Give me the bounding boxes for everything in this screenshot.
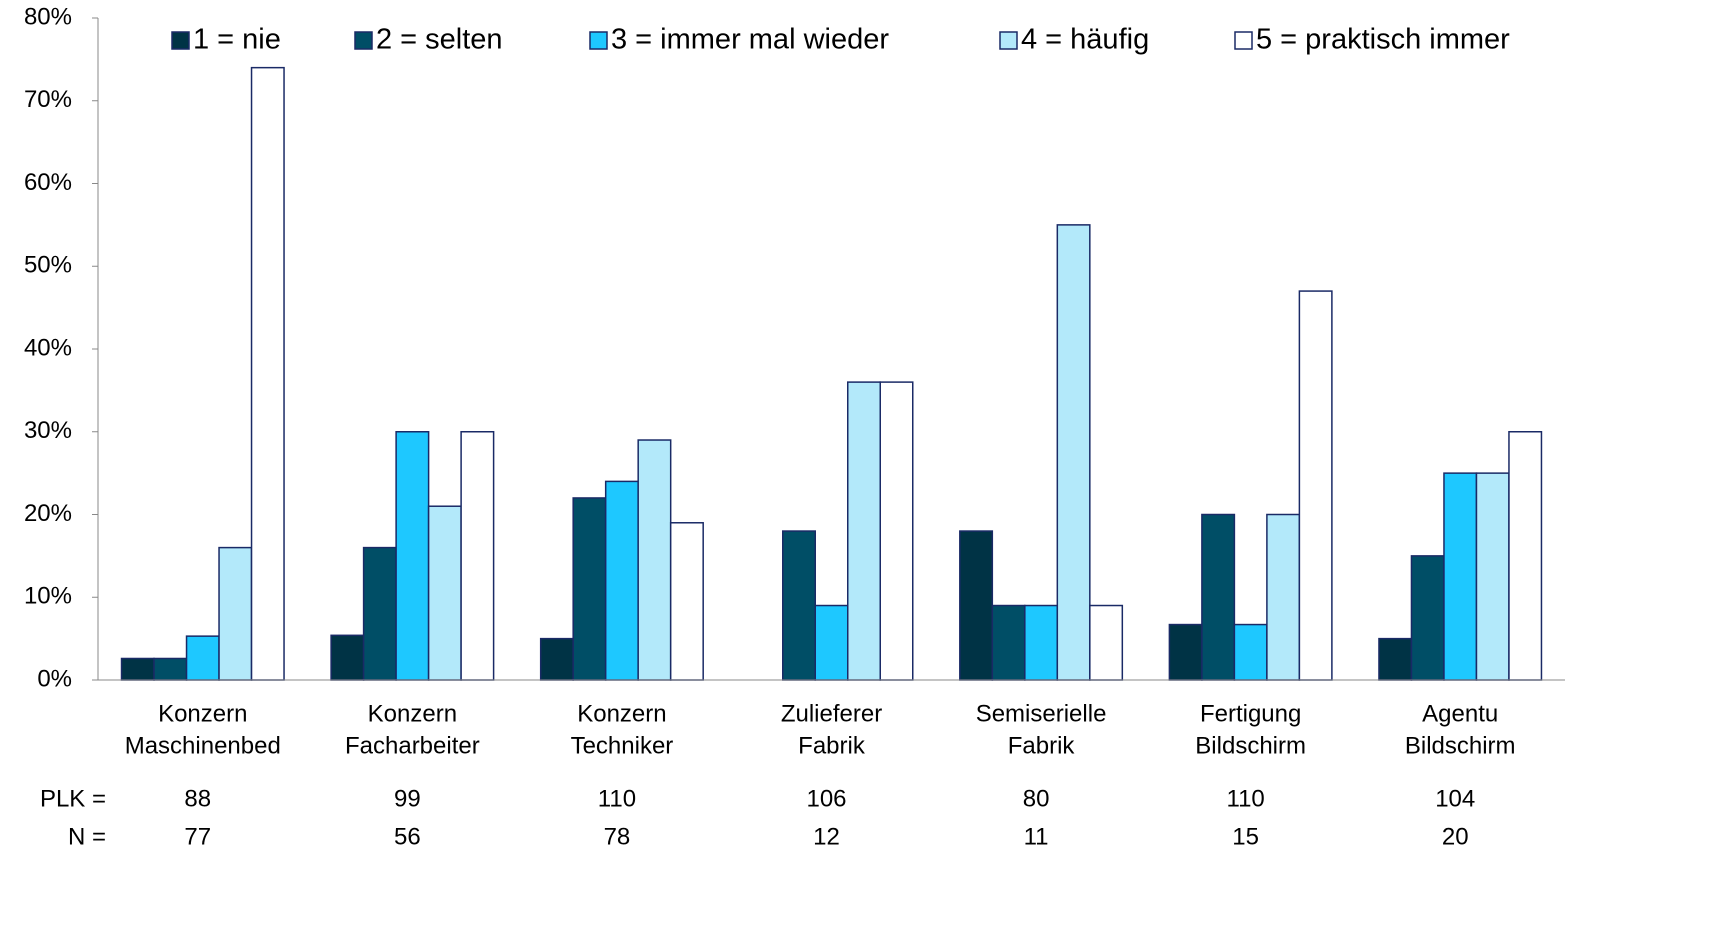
x-tick-label: Fabrik	[798, 732, 866, 759]
bar	[330, 634, 365, 681]
bar	[1378, 637, 1413, 681]
bar	[362, 546, 397, 681]
bar	[959, 530, 994, 681]
bar	[250, 66, 285, 681]
row-value: 77	[184, 823, 211, 850]
bar	[1024, 604, 1059, 681]
row-value: 110	[1227, 785, 1265, 812]
legend-label: 1 = nie	[193, 24, 281, 56]
bar	[1168, 623, 1203, 681]
bar	[782, 530, 816, 681]
x-tick-label: Agentu	[1422, 700, 1498, 727]
y-tick-label: 60%	[24, 169, 72, 196]
bar	[604, 480, 639, 681]
legend-swatch	[354, 31, 373, 50]
legend-swatch	[999, 31, 1018, 50]
y-tick-label: 30%	[24, 417, 72, 444]
x-tick-label: Konzern	[158, 700, 247, 727]
bar	[1201, 513, 1236, 681]
bar	[669, 522, 704, 681]
x-tick-label: Fabrik	[1008, 732, 1076, 759]
row-value: 80	[1023, 785, 1050, 812]
x-tick-label: Facharbeiter	[345, 732, 480, 759]
legend-label: 2 = selten	[376, 24, 503, 56]
x-tick-label: Bildschirm	[1195, 732, 1306, 759]
bar	[395, 431, 430, 681]
bar	[539, 637, 574, 681]
row-value: 88	[184, 785, 211, 812]
bar	[847, 381, 881, 681]
legend-label: 5 = praktisch immer	[1256, 24, 1510, 56]
bar	[120, 657, 155, 681]
x-tick-label: Konzern	[577, 700, 666, 727]
y-tick-label: 80%	[24, 3, 72, 30]
bar	[1475, 472, 1510, 681]
x-tick-label: Konzern	[368, 700, 457, 727]
y-tick-label: 20%	[24, 500, 72, 527]
legend-label: 4 = häufig	[1021, 24, 1149, 56]
legend-swatch	[171, 31, 190, 50]
bar	[879, 381, 914, 681]
row-value: 56	[394, 823, 421, 850]
row-value: 20	[1442, 823, 1469, 850]
x-tick-label: Fertigung	[1200, 700, 1301, 727]
bar	[1233, 623, 1268, 681]
row-label: N =	[68, 823, 106, 850]
y-tick-label: 10%	[24, 583, 72, 610]
y-tick-label: 70%	[24, 86, 72, 113]
bar	[185, 635, 220, 681]
bar	[427, 505, 462, 681]
row-value: 78	[604, 823, 631, 850]
row-label: PLK =	[40, 785, 106, 812]
bar	[460, 431, 495, 681]
row-value: 99	[394, 785, 421, 812]
bar	[218, 546, 253, 681]
row-value: 104	[1435, 785, 1475, 812]
bar	[153, 657, 188, 681]
y-tick-label: 50%	[24, 252, 72, 279]
bar	[637, 439, 672, 681]
bar	[1056, 224, 1091, 681]
row-value: 110	[598, 785, 636, 812]
bar	[1410, 555, 1445, 681]
bar	[991, 604, 1026, 681]
bar	[1089, 604, 1124, 681]
x-tick-label: Semiserielle	[976, 700, 1107, 727]
x-tick-label: Maschinenbed	[125, 732, 281, 759]
legend-label: 3 = immer mal wieder	[611, 24, 889, 56]
bar	[1508, 431, 1543, 681]
bar	[1443, 472, 1478, 681]
bar	[1298, 290, 1333, 681]
x-tick-label: Zulieferer	[781, 700, 882, 727]
y-tick-label: 40%	[24, 334, 72, 361]
row-value: 15	[1232, 823, 1259, 850]
row-value: 106	[806, 785, 846, 812]
legend-swatch	[1234, 31, 1253, 50]
bar	[572, 497, 607, 681]
y-tick-label: 0%	[37, 665, 72, 692]
x-tick-label: Bildschirm	[1405, 732, 1516, 759]
bar	[814, 604, 849, 681]
x-tick-label: Techniker	[571, 732, 674, 759]
row-value: 12	[813, 823, 840, 850]
bar	[1266, 513, 1301, 681]
row-value: 11	[1024, 823, 1049, 850]
legend-swatch	[589, 31, 608, 50]
